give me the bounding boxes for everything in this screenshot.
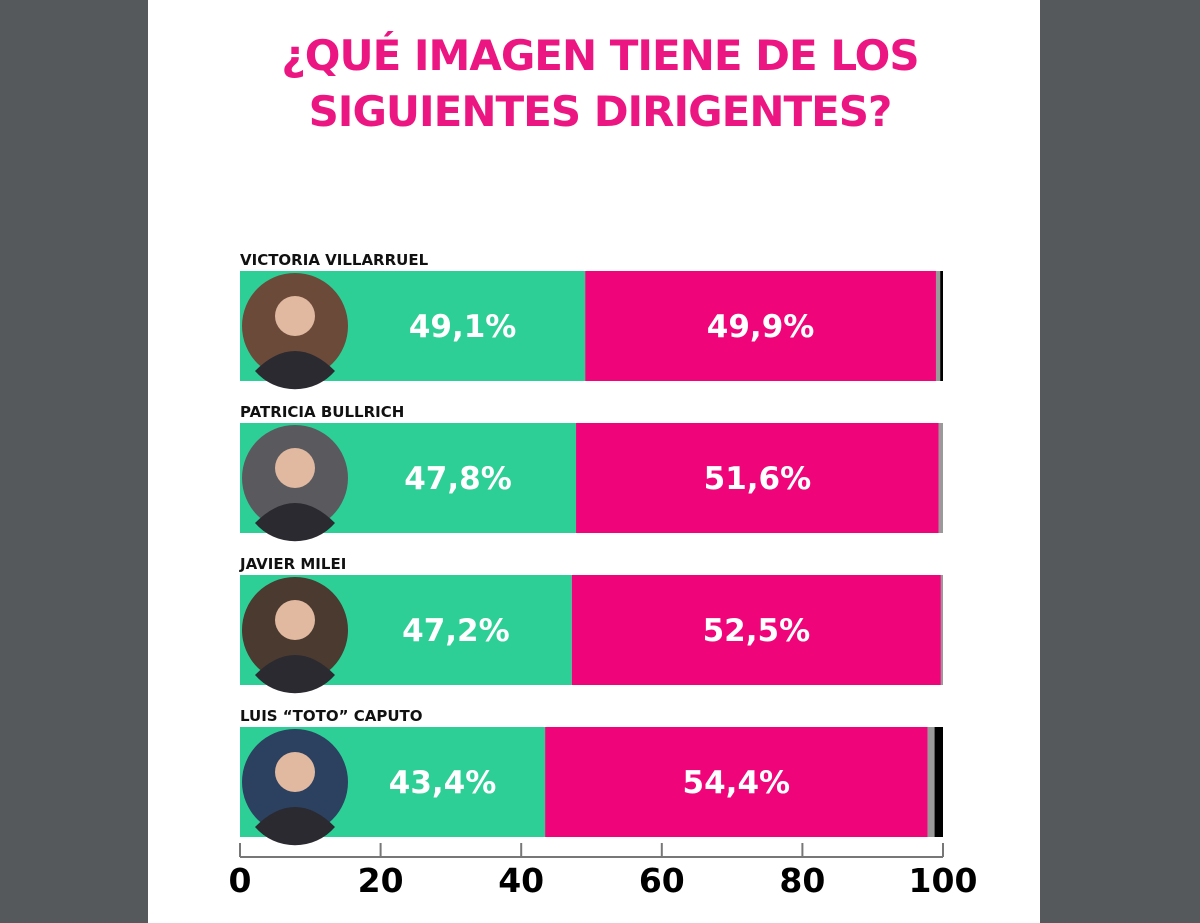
value-label: 51,6% bbox=[704, 461, 812, 497]
chart-title-line2: SIGUIENTES DIRIGENTES? bbox=[308, 87, 893, 136]
value-label: 52,5% bbox=[703, 613, 811, 649]
avatar-shoulders bbox=[255, 807, 335, 846]
bar-segment bbox=[571, 575, 941, 685]
avatar-shoulders bbox=[255, 655, 335, 694]
value-label: 47,2% bbox=[402, 613, 510, 649]
avatar-face bbox=[275, 600, 315, 640]
bar-segment bbox=[934, 727, 943, 837]
bar-segment bbox=[927, 727, 935, 837]
bar-segment bbox=[585, 271, 936, 381]
value-label: 49,9% bbox=[707, 309, 815, 345]
value-label: 54,4% bbox=[683, 765, 791, 801]
avatar-face bbox=[275, 752, 315, 792]
value-label: 49,1% bbox=[409, 309, 517, 345]
avatar-shoulders bbox=[255, 503, 335, 542]
chart-title-line1: ¿QUÉ IMAGEN TIENE DE LOS bbox=[281, 31, 919, 80]
x-tick-label: 100 bbox=[909, 861, 978, 900]
bar-segment bbox=[545, 727, 928, 837]
person-name: PATRICIA BULLRICH bbox=[240, 403, 404, 421]
bar-segment bbox=[940, 271, 943, 381]
bar-segment bbox=[940, 575, 943, 685]
avatar-face bbox=[275, 448, 315, 488]
bar-segment bbox=[576, 423, 939, 533]
bar-segment bbox=[938, 423, 943, 533]
x-tick-label: 0 bbox=[229, 861, 252, 900]
bar-segment bbox=[935, 271, 941, 381]
avatar-face bbox=[275, 296, 315, 336]
x-tick-label: 60 bbox=[639, 861, 685, 900]
person-name: LUIS “TOTO” CAPUTO bbox=[240, 707, 423, 725]
value-label: 47,8% bbox=[404, 461, 512, 497]
x-tick-label: 20 bbox=[358, 861, 404, 900]
person-name: JAVIER MILEI bbox=[239, 555, 346, 573]
x-tick-label: 40 bbox=[498, 861, 544, 900]
person-name: VICTORIA VILLARRUEL bbox=[240, 251, 429, 269]
value-label: 43,4% bbox=[389, 765, 497, 801]
x-tick-label: 80 bbox=[779, 861, 825, 900]
avatar-shoulders bbox=[255, 351, 335, 390]
